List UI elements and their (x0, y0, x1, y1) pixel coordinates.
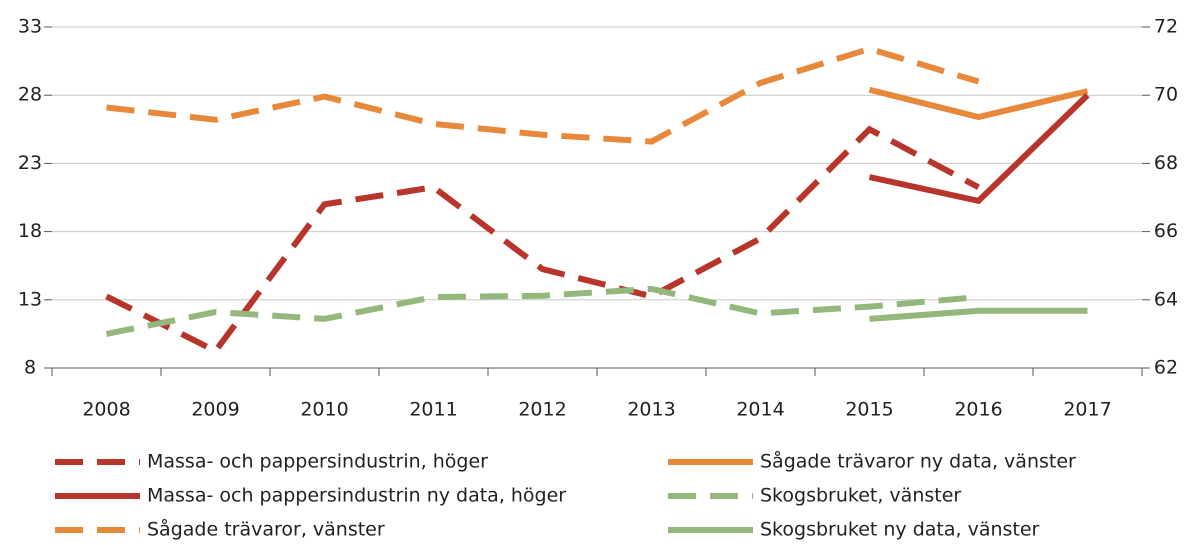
series-line (868, 86, 1089, 121)
y-tick-label: 33 (18, 16, 42, 38)
series-line (868, 93, 1090, 205)
legend-label: Massa- och pappersindustrin, höger (147, 451, 488, 473)
x-tick-label: 2017 (1063, 399, 1111, 421)
y-tick-label: 8 (24, 357, 36, 379)
y2-tick-label: 68 (1154, 152, 1178, 174)
y2-tick-label: 72 (1154, 16, 1178, 38)
y-tick-label: 13 (18, 288, 42, 310)
x-tick-label: 2011 (409, 399, 457, 421)
x-tick-label: 2013 (627, 399, 675, 421)
legend-label: Massa- och pappersindustrin ny data, hög… (147, 485, 566, 507)
y2-tick-label: 66 (1154, 220, 1178, 242)
y-tick-label: 18 (18, 220, 42, 242)
y-tick-label: 28 (18, 84, 42, 106)
x-tick-label: 2008 (82, 399, 130, 421)
y-tick-label: 23 (18, 152, 42, 174)
x-tick-label: 2012 (518, 399, 566, 421)
series-line (869, 307, 1088, 322)
x-tick-label: 2016 (954, 399, 1002, 421)
legend-label: Skogsbruket ny data, vänster (760, 519, 1040, 541)
x-tick-label: 2009 (191, 399, 239, 421)
series-line (105, 125, 980, 355)
x-tick-label: 2014 (736, 399, 784, 421)
legend-label: Sågade trävaror, vänster (147, 518, 385, 541)
y2-tick-label: 62 (1154, 357, 1178, 379)
x-tick-label: 2015 (845, 399, 893, 421)
series-line (106, 45, 980, 145)
series-line (105, 285, 979, 337)
x-tick-label: 2010 (300, 399, 348, 421)
legend-label: Skogsbruket, vänster (760, 485, 961, 507)
y2-tick-label: 70 (1154, 84, 1178, 106)
y2-tick-label: 64 (1154, 288, 1178, 310)
legend-label: Sågade trävaror ny data, vänster (760, 450, 1076, 473)
